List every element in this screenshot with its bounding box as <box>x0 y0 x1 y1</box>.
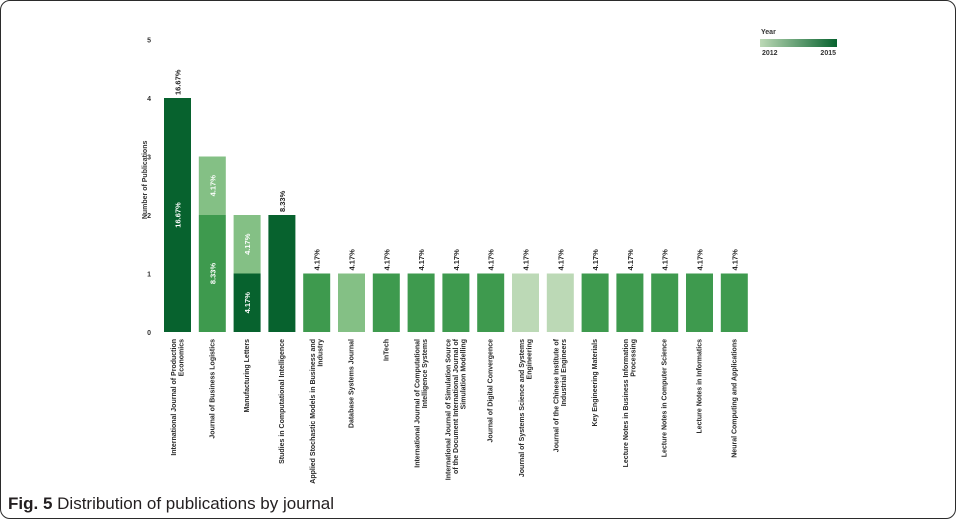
bar-segment <box>407 273 435 332</box>
category-label: International Journal of Computational <box>414 339 421 468</box>
y-axis-label: Number of Publications <box>142 141 149 220</box>
category-label: Industrial Engineers <box>561 339 568 406</box>
category-label: InTech <box>383 339 390 361</box>
total-label: 8.33% <box>278 190 287 212</box>
category-label: Journal of Business Logistics <box>209 339 216 439</box>
bars: 16.67% 16.67% 8.33% 4.17% 4.17% 4.17% 8.33% 4.1… <box>164 69 748 332</box>
category-label: Processing <box>631 339 638 377</box>
y-tick-label: 5 <box>147 38 151 45</box>
category-label: Intelligence Systems <box>422 339 429 408</box>
total-label: 4.17% <box>626 249 635 271</box>
total-label: 16.67% <box>174 69 183 95</box>
y-tick-label: 4 <box>147 96 151 103</box>
data-label: 4.17% <box>243 292 252 314</box>
total-label: 4.17% <box>452 249 461 271</box>
bar-segment <box>546 273 574 332</box>
category-label: Industry <box>317 339 324 367</box>
bar-segment <box>233 273 261 332</box>
bar-segment <box>268 215 296 332</box>
bar-segment <box>164 98 191 332</box>
total-label: 4.17% <box>556 249 565 271</box>
legend-min-label: 2012 <box>762 50 778 57</box>
caption-label: Fig. 5 <box>8 494 53 513</box>
y-tick-label: 3 <box>147 155 151 162</box>
figure-caption: Fig. 5 Distribution of publications by j… <box>8 494 334 514</box>
total-label: 4.17% <box>522 249 531 271</box>
category-label: Lecture Notes in Computer Science <box>662 339 669 457</box>
total-label: 4.17% <box>661 249 670 271</box>
legend: Year 2012 2015 <box>760 29 837 57</box>
bar-segment <box>338 273 365 332</box>
category-label: of the Document International Journal of <box>453 338 460 474</box>
data-label: 4.17% <box>208 175 217 197</box>
total-label: 4.17% <box>730 249 739 271</box>
data-label: 8.33% <box>208 263 217 285</box>
total-label: 4.17% <box>348 249 357 271</box>
category-label: International Journal of Production <box>171 339 178 456</box>
category-label: Lecture Notes in Informatics <box>697 339 704 434</box>
bar-segment <box>233 215 261 274</box>
total-label: 4.17% <box>696 249 705 271</box>
category-label: Journal of Systems Science and Systems <box>519 339 526 477</box>
bar-segment <box>372 273 400 332</box>
bar-segment <box>686 273 713 332</box>
bar-segment <box>616 273 644 332</box>
bar-segment <box>651 273 679 332</box>
bar-segment <box>198 215 226 332</box>
y-tick-label: 0 <box>147 330 151 337</box>
bar-segment <box>477 273 505 332</box>
total-label: 4.17% <box>487 249 496 271</box>
total-label: 4.17% <box>417 249 426 271</box>
category-label: Studies in Computational Intelligence <box>279 339 286 464</box>
total-label: 4.17% <box>313 249 322 271</box>
bar-segment <box>303 273 331 332</box>
category-label: Journal of Digital Convergence <box>488 339 495 443</box>
legend-color-ramp <box>760 39 837 47</box>
category-label: Key Engineering Materials <box>592 339 599 427</box>
bar-segment <box>720 273 748 332</box>
y-axis: 0 1 2 3 4 5 <box>147 38 151 338</box>
bar-segment <box>198 156 226 215</box>
bar-segment <box>512 273 539 332</box>
category-label: Journal of the Chinese Institute of <box>554 338 561 452</box>
total-label: 4.17% <box>591 249 600 271</box>
category-label: International Journal of Simulation Sour… <box>445 339 452 480</box>
y-tick-label: 1 <box>147 272 151 279</box>
category-label: Neural Computing and Applications <box>731 339 738 458</box>
total-label: 4.17% <box>382 249 391 271</box>
bar-segment <box>581 273 609 332</box>
x-axis-categories: International Journal of Production Econo… <box>171 338 739 483</box>
caption-text: Distribution of publications by journal <box>57 494 335 513</box>
category-label: Manufacturing Letters <box>244 339 251 413</box>
data-label: 4.17% <box>243 233 252 255</box>
category-label: Lecture Notes in Business Information <box>623 339 630 467</box>
category-label: Engineering <box>526 339 533 379</box>
bar-segment <box>442 273 470 332</box>
category-label: Simulation Modelling <box>460 339 467 409</box>
category-label: Database Systems Journal <box>349 339 356 428</box>
legend-max-label: 2015 <box>820 50 836 57</box>
y-tick-label: 2 <box>147 213 151 220</box>
legend-title: Year <box>761 29 776 36</box>
data-label: 16.67% <box>174 202 183 228</box>
category-label: Economics <box>178 339 185 376</box>
category-label: Applied Stochastic Models in Business an… <box>310 339 317 484</box>
